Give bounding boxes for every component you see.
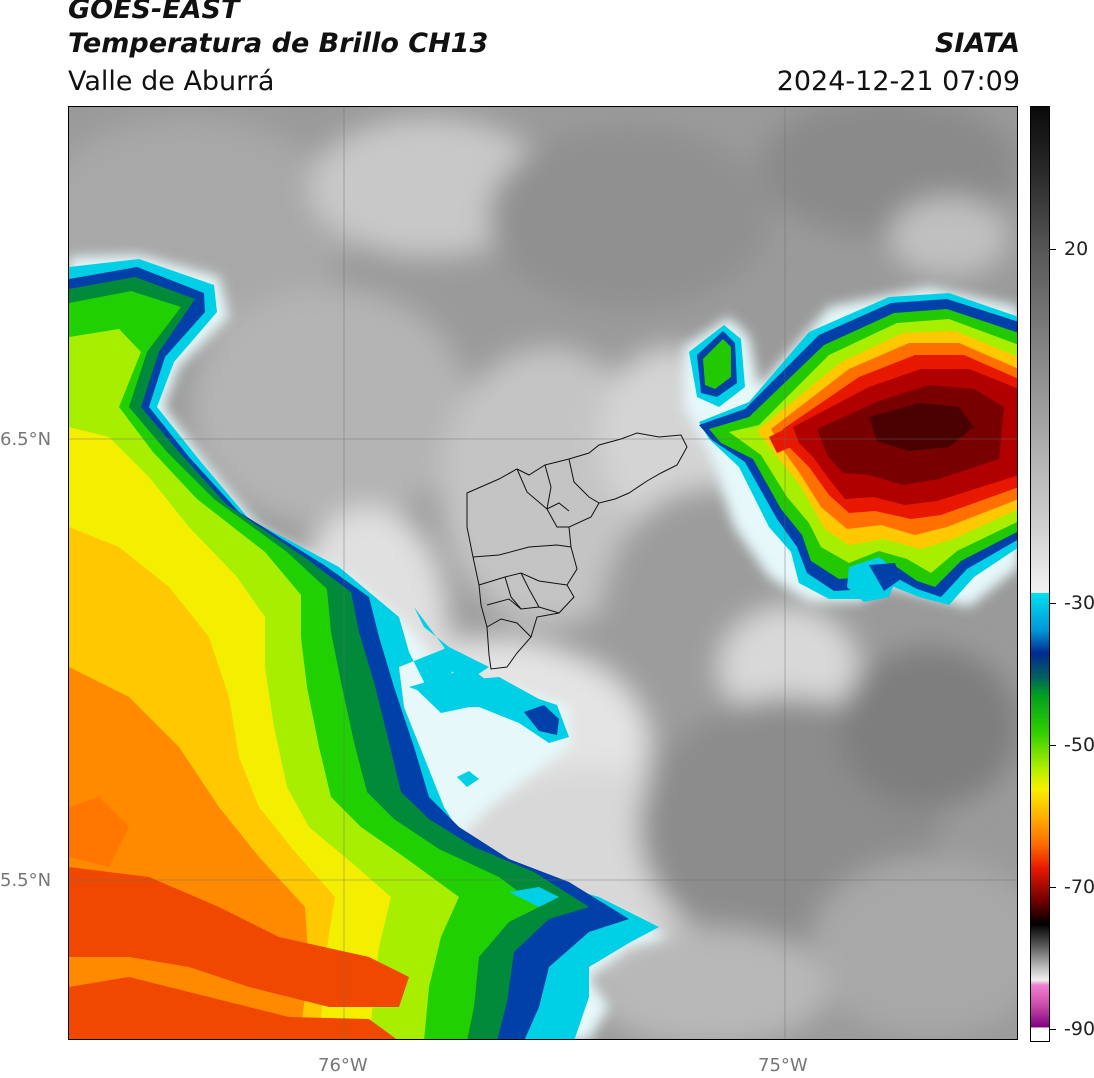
region-label: Valle de Aburrá xyxy=(68,66,275,97)
colorbar-tick-mark xyxy=(1050,745,1056,746)
product-title: Temperatura de Brillo CH13 xyxy=(68,28,489,59)
colorbar-tick-mark xyxy=(1050,603,1056,604)
colorbar-gradient xyxy=(1031,107,1049,1041)
colorbar-tick-minus70: -70 xyxy=(1064,876,1094,898)
source-title: GOES-EAST xyxy=(68,0,240,25)
municipal-boundaries xyxy=(466,432,688,670)
colorbar xyxy=(1030,106,1050,1042)
small-cells xyxy=(409,667,569,907)
colorbar-tick-minus50: -50 xyxy=(1064,734,1094,756)
colorbar-tick-mark xyxy=(1050,887,1056,888)
colorbar-tick-mark xyxy=(1050,249,1056,250)
lon-label-76w: 76°W xyxy=(318,1055,368,1076)
west-storm-system xyxy=(69,255,669,1039)
timestamp: 2024-12-21 07:09 xyxy=(776,66,1020,97)
colorbar-tick-mark xyxy=(1050,1029,1056,1030)
lat-label-5-5: 5.5°N xyxy=(0,870,52,891)
gray-texture xyxy=(69,107,1017,1039)
valley-outline xyxy=(466,432,688,670)
colorbar-tick-20: 20 xyxy=(1064,238,1089,260)
colorbar-tick-minus30: -30 xyxy=(1064,592,1094,614)
map-canvas xyxy=(69,107,1017,1039)
lat-label-6-5: 6.5°N xyxy=(0,429,52,450)
graticule xyxy=(69,107,1017,1039)
colorbar-tick-minus90: -90 xyxy=(1064,1018,1094,1040)
satellite-map[interactable] xyxy=(68,106,1018,1040)
lon-label-75w: 75°W xyxy=(758,1055,808,1076)
agency-label: SIATA xyxy=(934,28,1020,59)
